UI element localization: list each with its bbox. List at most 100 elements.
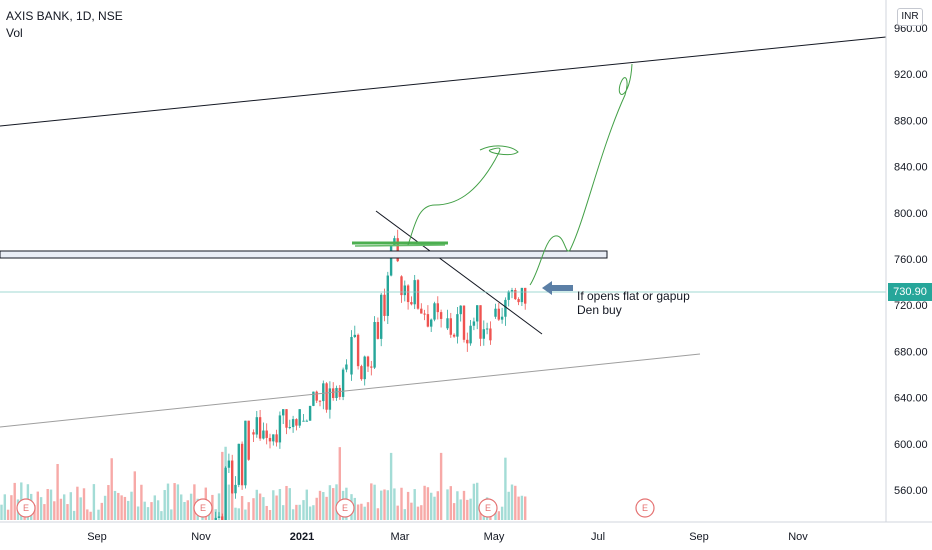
candle-body bbox=[227, 460, 231, 468]
volume-bar bbox=[76, 486, 79, 520]
candle-body bbox=[439, 312, 443, 319]
candle-body bbox=[472, 321, 476, 326]
volume-bar bbox=[413, 489, 416, 520]
volume-bar bbox=[183, 501, 186, 520]
volume-bar bbox=[466, 499, 469, 520]
volume-bar bbox=[59, 498, 63, 520]
volume-bar bbox=[82, 488, 86, 520]
candle-body bbox=[282, 409, 285, 416]
volume-bar bbox=[524, 496, 527, 520]
last-price-label: 730.90 bbox=[888, 283, 932, 301]
candle-body bbox=[295, 419, 298, 426]
candle-body bbox=[275, 434, 278, 443]
symbol-title[interactable]: AXIS BANK, 1D, NSE bbox=[6, 9, 123, 23]
volume-bar bbox=[410, 502, 413, 520]
volume-bar bbox=[360, 503, 363, 520]
descending-trendline[interactable] bbox=[375, 210, 543, 335]
time-axis[interactable]: Sep Nov 2021 Mar May Jul Sep Nov bbox=[87, 531, 808, 543]
candle-body bbox=[459, 305, 462, 315]
trade-note-line-1: If opens flat or gapup bbox=[577, 289, 690, 303]
volume-bar bbox=[459, 499, 462, 520]
candle-body bbox=[433, 303, 436, 320]
volume-bar bbox=[308, 506, 312, 520]
volume-bar bbox=[370, 483, 373, 520]
volume-bar bbox=[153, 495, 156, 520]
volume-bar bbox=[507, 491, 510, 520]
volume-bar bbox=[500, 506, 504, 520]
candle-body bbox=[396, 238, 399, 262]
volume-bar bbox=[295, 504, 298, 520]
volume-bar bbox=[510, 484, 514, 520]
price-axis[interactable]: 960.00 920.00 880.00 840.00 800.00 760.00 720.… bbox=[894, 23, 928, 497]
candle-body bbox=[479, 305, 482, 339]
volume-bar bbox=[100, 502, 103, 520]
volume-bar bbox=[315, 497, 318, 520]
volume-bar bbox=[69, 492, 72, 520]
volume-bar bbox=[439, 452, 443, 520]
volume-bar bbox=[63, 494, 66, 520]
candle-body bbox=[430, 319, 433, 327]
volume-legend[interactable]: Vol bbox=[6, 26, 23, 40]
volume-bar bbox=[176, 484, 180, 520]
volume-bar bbox=[56, 463, 59, 520]
candle-body bbox=[356, 334, 360, 367]
volume-bar bbox=[227, 484, 231, 520]
candle-body bbox=[494, 308, 497, 317]
time-tick-label: 2021 bbox=[290, 531, 314, 543]
price-tick-label: 720.00 bbox=[894, 300, 928, 312]
volume-bar bbox=[452, 503, 456, 520]
earnings-marker[interactable]: E bbox=[635, 498, 655, 518]
candle-body bbox=[214, 517, 217, 520]
volume-bar bbox=[244, 509, 247, 520]
lower-channel-line[interactable] bbox=[0, 353, 701, 428]
candle-body bbox=[452, 334, 456, 337]
candle-body bbox=[278, 415, 282, 443]
volume-bar bbox=[288, 488, 291, 520]
earnings-marker[interactable]: E bbox=[193, 498, 213, 518]
candle-body bbox=[469, 325, 472, 344]
candle-body bbox=[524, 287, 527, 304]
candle-body bbox=[500, 316, 504, 320]
volume-bar bbox=[318, 490, 322, 520]
candle-body bbox=[240, 443, 244, 486]
candle-body bbox=[262, 430, 265, 439]
volume-bar bbox=[189, 493, 193, 520]
volume-bar bbox=[186, 500, 189, 520]
volume-bar bbox=[268, 509, 272, 520]
candle-body bbox=[315, 391, 318, 401]
candle-body bbox=[403, 285, 406, 296]
resistance-highlight-2 bbox=[354, 244, 446, 247]
volume-bar bbox=[113, 490, 117, 520]
candle-body bbox=[332, 388, 335, 399]
candle-body bbox=[341, 369, 345, 397]
candle-body bbox=[308, 405, 312, 421]
candle-body bbox=[489, 328, 492, 341]
candle-body bbox=[370, 366, 373, 368]
volume-bar bbox=[140, 484, 143, 520]
volume-bar bbox=[282, 505, 285, 520]
volume-bar bbox=[497, 511, 500, 520]
volume-bar bbox=[416, 506, 420, 520]
earnings-marker[interactable]: E bbox=[335, 498, 355, 518]
currency-badge[interactable]: INR bbox=[897, 8, 923, 26]
volume-bar bbox=[72, 510, 76, 520]
upper-channel-line[interactable] bbox=[0, 36, 887, 127]
time-tick-label: Mar bbox=[391, 531, 410, 543]
candle-body bbox=[386, 275, 389, 316]
resistance-zone[interactable] bbox=[0, 250, 608, 259]
volume-bar bbox=[420, 505, 423, 520]
candle-body bbox=[373, 322, 376, 368]
earnings-marker[interactable]: E bbox=[16, 498, 36, 518]
svg-text:E: E bbox=[342, 503, 348, 513]
time-tick-label: Jul bbox=[591, 531, 605, 543]
candle-body bbox=[224, 467, 227, 520]
svg-text:E: E bbox=[23, 503, 29, 513]
candle-body bbox=[389, 245, 393, 276]
volume-bar bbox=[433, 496, 436, 520]
volume-bar bbox=[255, 489, 258, 520]
candle-body bbox=[252, 432, 255, 435]
volume-bar bbox=[163, 490, 166, 520]
candles bbox=[214, 229, 527, 520]
earnings-marker[interactable]: E bbox=[478, 498, 498, 518]
